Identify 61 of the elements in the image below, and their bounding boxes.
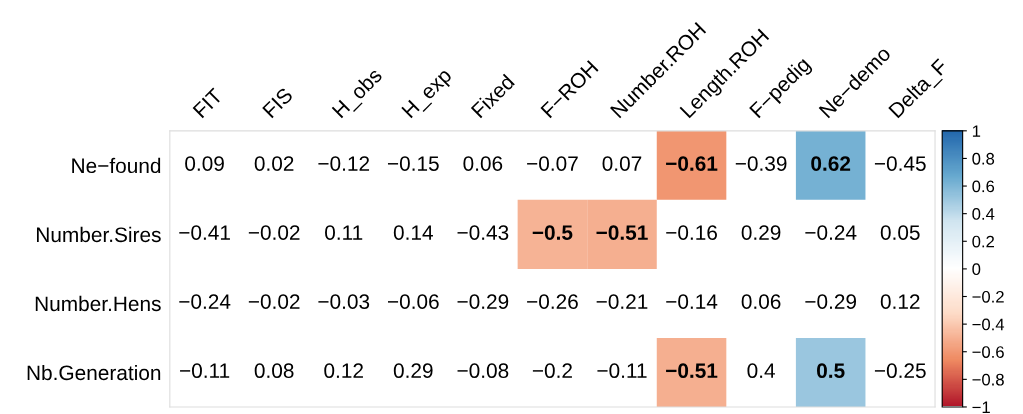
text: 0.05 — [880, 225, 920, 240]
color-bar-label: 0.2 — [972, 235, 994, 248]
text: 0.07 — [602, 156, 642, 171]
y-tick-label: Ne−found — [72, 157, 161, 174]
text: −0.08 — [457, 363, 509, 379]
color-bar-label: −0.8 — [972, 373, 1004, 386]
color-bar-label: −1 — [972, 401, 990, 413]
data-label: 0.5 — [817, 363, 845, 379]
text: −0.2 — [532, 363, 572, 379]
text: −0.12 — [318, 156, 370, 171]
color-bar-label: −0.2 — [972, 290, 1004, 303]
color-bar-label: 0 — [972, 263, 981, 276]
y-tick-label: Number.Sires — [37, 226, 161, 243]
text: −0.03 — [318, 294, 370, 309]
text: −0.39 — [735, 156, 787, 171]
text: −0.24 — [805, 225, 857, 240]
text: 0.14 — [393, 225, 433, 240]
text: 0.12 — [324, 363, 363, 379]
text: −0.11 — [180, 363, 230, 379]
text: −0.02 — [248, 294, 300, 309]
color-bar-label: −0.6 — [972, 346, 1004, 358]
text: −0.15 — [387, 156, 439, 171]
text: 0.08 — [254, 363, 294, 379]
text: −0.26 — [527, 294, 578, 309]
x-tick-label: FIT — [192, 87, 224, 119]
color-bar-label: 0.4 — [972, 208, 995, 220]
text: −0.14 — [666, 294, 718, 309]
color-bar-label: −0.4 — [972, 318, 1005, 331]
data-label: 0.62 — [811, 156, 851, 171]
text: −0.06 — [387, 294, 439, 309]
color-bar-label: 1 — [972, 125, 981, 137]
text: −0.25 — [874, 363, 926, 379]
text: −0.21 — [596, 294, 648, 309]
color-bar-label: 0.8 — [972, 152, 995, 165]
text: −0.41 — [179, 225, 230, 240]
data-label: −0.61 — [666, 156, 718, 171]
data-label: −0.51 — [666, 363, 718, 379]
text: −0.24 — [179, 294, 231, 309]
text: −0.11 — [597, 363, 647, 379]
y-tick-label: Nb.Generation — [27, 364, 161, 381]
data-label: −0.5 — [532, 225, 573, 240]
text: −0.07 — [527, 156, 578, 171]
data-label: −0.51 — [596, 225, 648, 240]
text: 0.06 — [463, 156, 503, 171]
text: 0.29 — [393, 363, 433, 379]
text: 0.09 — [185, 156, 224, 171]
text: 0.06 — [741, 294, 781, 309]
color-bar-label: 0.6 — [972, 180, 995, 193]
text: 0.29 — [741, 225, 781, 240]
text: −0.02 — [248, 225, 300, 240]
text: 0.12 — [880, 294, 920, 309]
text: 0.4 — [747, 363, 775, 379]
text: −0.16 — [666, 225, 717, 240]
text: −0.29 — [805, 294, 857, 309]
text: −0.43 — [457, 225, 509, 240]
text: −0.45 — [874, 156, 926, 171]
x-tick-label: FIS — [262, 86, 294, 119]
text: −0.29 — [457, 294, 509, 309]
y-tick-label: Number.Hens — [35, 295, 161, 312]
text: 0.02 — [254, 156, 294, 171]
text: 0.11 — [325, 225, 363, 240]
